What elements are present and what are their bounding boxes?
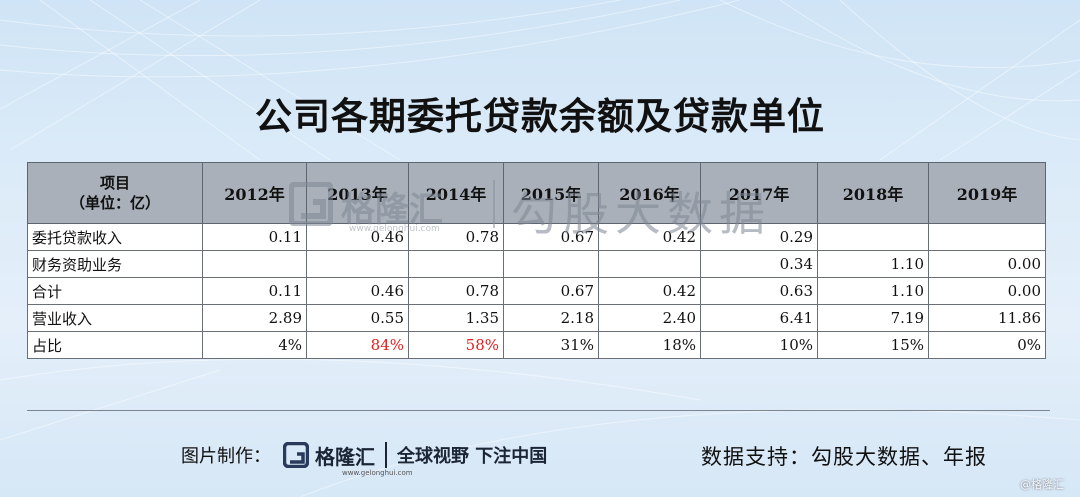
header-year: 2017年 xyxy=(700,162,818,224)
header-year: 2014年 xyxy=(408,162,504,224)
footer-credit: 图片制作： 格隆汇 www.gelonghui.com 全球视野 下注中国 xyxy=(181,440,548,477)
table-cell: 4% xyxy=(202,331,307,359)
table-cell: 1.35 xyxy=(408,304,504,332)
table-cell: 18% xyxy=(598,331,701,359)
table-cell: 2.18 xyxy=(503,304,599,332)
row-label: 财务资助业务 xyxy=(27,250,203,278)
page-title: 公司各期委托贷款余额及贷款单位 xyxy=(255,95,825,138)
table-cell: 0.34 xyxy=(700,250,818,278)
table-cell: 0.67 xyxy=(503,223,599,251)
data-source: 数据支持：勾股大数据、年报 xyxy=(701,445,987,469)
table-cell xyxy=(306,250,409,278)
table-cell: 2.40 xyxy=(598,304,701,332)
table-cell: 1.10 xyxy=(817,250,929,278)
table-row: 占比 4% 84% 58% 31% 18% 10% 15% 0% xyxy=(27,331,1046,359)
brand-block: 格隆汇 www.gelonghui.com xyxy=(309,441,413,477)
header-year: 2012年 xyxy=(202,162,307,224)
table-cell: 0.46 xyxy=(306,277,409,305)
header-year: 2019年 xyxy=(928,162,1046,224)
header-year: 2013年 xyxy=(306,162,409,224)
brand-name: 格隆汇 xyxy=(315,444,375,469)
table-cell: 2.89 xyxy=(202,304,307,332)
row-label: 占比 xyxy=(27,331,203,359)
table-row: 合计 0.11 0.46 0.78 0.67 0.42 0.63 1.10 0.… xyxy=(27,277,1046,305)
table-cell xyxy=(408,250,504,278)
table-cell: 10% xyxy=(700,331,818,359)
table-cell: 0% xyxy=(928,331,1046,359)
table-header-row: 项目 （单位：亿） 2012年 2013年 2014年 2015年 2016年 … xyxy=(27,162,1046,224)
table-cell: 6.41 xyxy=(700,304,818,332)
brand-separator xyxy=(385,442,387,468)
header-year: 2016年 xyxy=(598,162,701,224)
table-cell: 0.78 xyxy=(408,277,504,305)
loan-table-container: 项目 （单位：亿） 2012年 2013年 2014年 2015年 2016年 … xyxy=(27,162,1046,359)
table-cell: 0.29 xyxy=(700,223,818,251)
corner-watermark: @格隆汇 xyxy=(1020,478,1064,491)
header-unit-label: （单位：亿） xyxy=(69,194,160,212)
row-label: 营业收入 xyxy=(27,304,203,332)
table-cell: 0.42 xyxy=(598,277,701,305)
table-row: 营业收入 2.89 0.55 1.35 2.18 2.40 6.41 7.19 … xyxy=(27,304,1046,332)
row-label: 合计 xyxy=(27,277,203,305)
table-cell: 0.67 xyxy=(503,277,599,305)
table-cell: 31% xyxy=(503,331,599,359)
table-cell xyxy=(202,250,307,278)
table-cell: 0.55 xyxy=(306,304,409,332)
table-cell: 0.63 xyxy=(700,277,818,305)
header-item-label: 项目 xyxy=(99,174,130,192)
table-cell: 15% xyxy=(817,331,929,359)
table-cell: 0.46 xyxy=(306,223,409,251)
header-year: 2018年 xyxy=(817,162,929,224)
table-row: 财务资助业务 0.34 1.10 0.00 xyxy=(27,250,1046,278)
table-cell: 11.86 xyxy=(928,304,1046,332)
table-cell xyxy=(817,223,929,251)
brand-url: www.gelonghui.com xyxy=(342,468,413,477)
made-by-label: 图片制作： xyxy=(181,446,271,467)
header-item-unit: 项目 （单位：亿） xyxy=(27,162,203,224)
slogan: 全球视野 下注中国 xyxy=(397,446,548,467)
table-cell-highlight: 58% xyxy=(408,331,504,359)
table-cell: 0.78 xyxy=(408,223,504,251)
row-label: 委托贷款收入 xyxy=(27,223,203,251)
table-cell: 0.11 xyxy=(202,277,307,305)
header-year: 2015年 xyxy=(503,162,599,224)
table-cell: 0.11 xyxy=(202,223,307,251)
entrusted-loan-table: 项目 （单位：亿） 2012年 2013年 2014年 2015年 2016年 … xyxy=(27,162,1046,359)
table-cell xyxy=(503,250,599,278)
table-cell: 0.00 xyxy=(928,250,1046,278)
footer-divider xyxy=(27,410,1050,411)
table-cell: 0.42 xyxy=(598,223,701,251)
table-row: 委托贷款收入 0.11 0.46 0.78 0.67 0.42 0.29 xyxy=(27,223,1046,251)
table-cell: 0.00 xyxy=(928,277,1046,305)
table-cell-highlight: 84% xyxy=(306,331,409,359)
table-cell: 1.10 xyxy=(817,277,929,305)
table-cell xyxy=(598,250,701,278)
gelonghui-g-logo-icon xyxy=(283,442,309,468)
table-cell: 7.19 xyxy=(817,304,929,332)
table-cell xyxy=(928,223,1046,251)
